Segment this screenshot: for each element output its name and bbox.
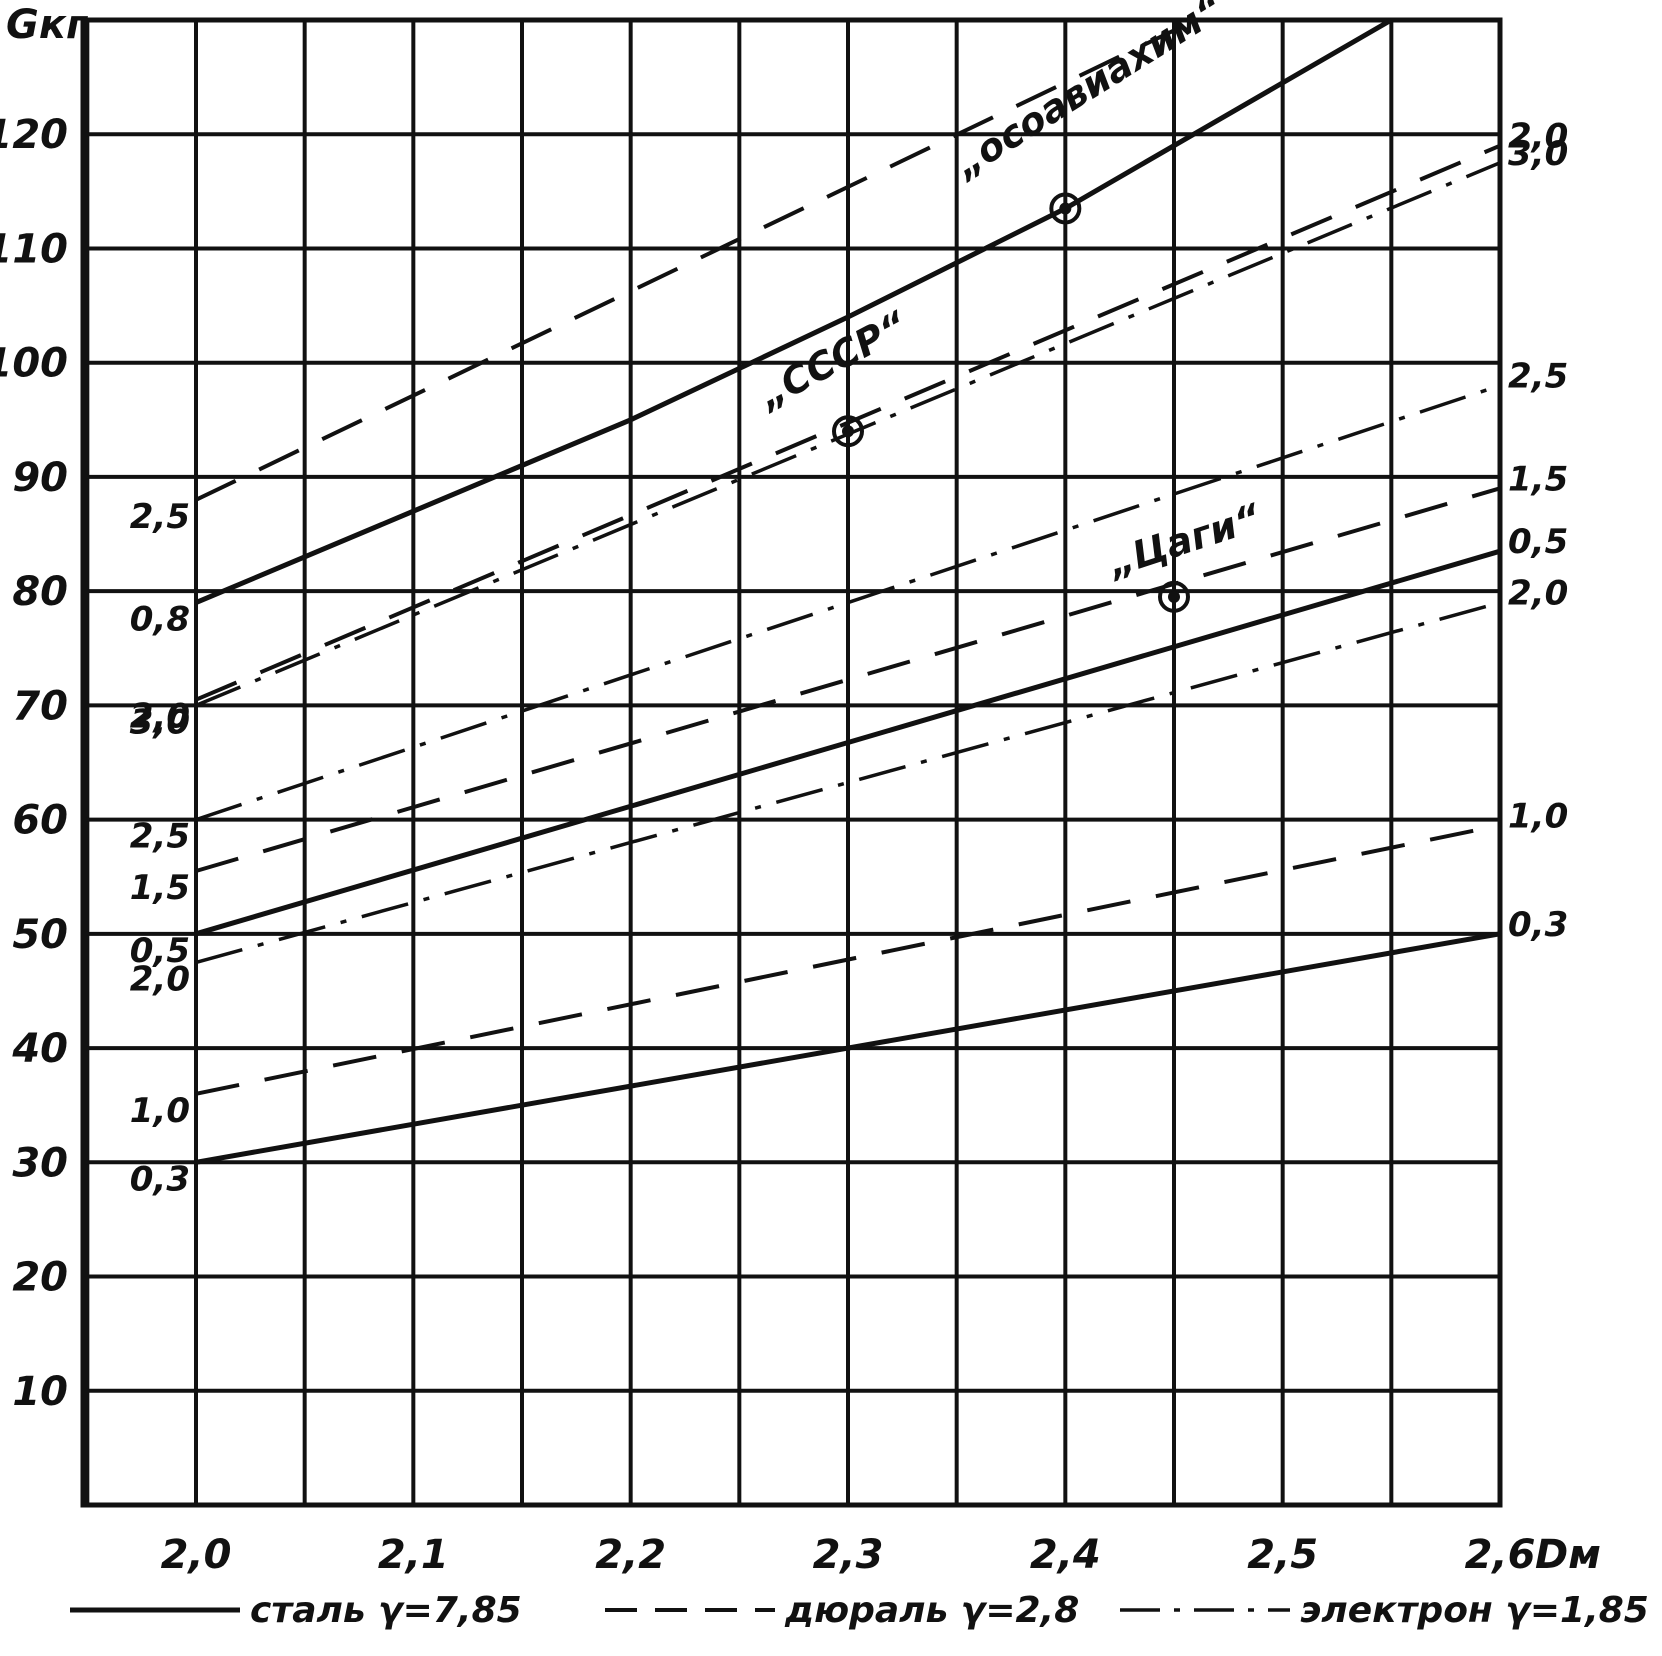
series-label-right: 3,0 bbox=[1508, 134, 1568, 174]
y-tick-label: 30 bbox=[12, 1140, 68, 1186]
annotation-marker-dot bbox=[1059, 202, 1072, 215]
y-tick-label: 20 bbox=[12, 1255, 68, 1301]
y-tick-label: 60 bbox=[12, 798, 68, 844]
x-tick-label: 2,0 bbox=[161, 1532, 232, 1578]
plot-frame bbox=[80, 17, 1503, 1508]
y-tick-label: 80 bbox=[12, 569, 68, 615]
y-axis-title: Gкг bbox=[6, 2, 88, 48]
line-end-labels: 2,50,82,02,03,03,02,52,51,51,50,50,52,02… bbox=[130, 117, 1568, 1200]
x-tick-label: 2,6 bbox=[1465, 1532, 1536, 1578]
series-label-left: 0,8 bbox=[130, 600, 190, 640]
series-label-right: 2,0 bbox=[1508, 117, 1568, 157]
x-tick-label: 2,4 bbox=[1030, 1532, 1101, 1578]
annotation-marker bbox=[1158, 580, 1190, 613]
series-label-left: 2,5 bbox=[130, 817, 190, 857]
series-label-right: 1,5 bbox=[1508, 459, 1568, 499]
y-tick-label: 120 bbox=[0, 112, 68, 158]
annotation-label: „СССР“ bbox=[750, 303, 915, 418]
legend-label-dural: дюраль γ=2,8 bbox=[784, 1590, 1079, 1631]
series-line-dural bbox=[195, 823, 1501, 1096]
y-tick-label: 70 bbox=[12, 683, 68, 729]
series-line-steel bbox=[195, 548, 1501, 937]
legend-label-electron: электрон γ=1,85 bbox=[1300, 1590, 1649, 1631]
y-tick-label: 40 bbox=[11, 1026, 68, 1072]
annotation-marker bbox=[832, 415, 864, 448]
y-tick-label: 90 bbox=[12, 455, 68, 501]
series-label-left: 2,5 bbox=[130, 497, 190, 537]
series-line-dural bbox=[195, 18, 1197, 502]
series-line-steel bbox=[195, 17, 1393, 605]
annotation-label: „осоавиахим“ bbox=[945, 0, 1232, 187]
series-label-right: 2,0 bbox=[1508, 574, 1568, 614]
x-tick-label: 2,3 bbox=[813, 1532, 884, 1578]
legend: сталь γ=7,85 дюраль γ=2,8 электрон γ=1,85 bbox=[70, 1590, 1649, 1631]
series-label-right: 2,5 bbox=[1508, 357, 1568, 397]
series-label-left: 1,5 bbox=[130, 868, 190, 908]
series-label-left: 2,0 bbox=[130, 959, 190, 999]
series-label-left: 2,0 bbox=[130, 697, 190, 737]
series-label-right: 0,3 bbox=[1508, 905, 1568, 945]
annotation-marker bbox=[1049, 192, 1082, 225]
y-tick-label: 100 bbox=[0, 341, 68, 387]
series-line-electron bbox=[195, 383, 1501, 822]
annotation-marker-dot bbox=[842, 425, 854, 438]
grid bbox=[83, 20, 1502, 1505]
x-tick-label: 2,1 bbox=[378, 1532, 449, 1578]
y-tick-label: 10 bbox=[12, 1369, 68, 1415]
series-label-right: 0,5 bbox=[1508, 522, 1568, 562]
axis-labels: 10 20 30 40 50 60 70 80 90 100 110 120 Gкг 2,0 2,1 2,2 2… bbox=[0, 2, 1601, 1578]
series-label-right: 1,0 bbox=[1508, 796, 1568, 836]
x-axis-title: Dм bbox=[1535, 1532, 1601, 1578]
series-line-dural bbox=[195, 486, 1501, 873]
series-line-electron bbox=[195, 600, 1501, 965]
series-label-left: 3,0 bbox=[130, 702, 190, 742]
series-label-left: 0,3 bbox=[130, 1159, 190, 1199]
x-tick-label: 2,5 bbox=[1247, 1532, 1318, 1578]
series-line-dural bbox=[195, 143, 1501, 702]
series-label-left: 0,5 bbox=[130, 931, 190, 971]
y-tick-label: 110 bbox=[0, 226, 68, 272]
legend-label-steel: сталь γ=7,85 bbox=[250, 1590, 522, 1631]
x-tick-label: 2,2 bbox=[595, 1532, 666, 1578]
annotation-marker-dot bbox=[1168, 590, 1180, 603]
series-line-steel bbox=[195, 931, 1501, 1165]
y-tick-label: 50 bbox=[12, 912, 68, 958]
plot-border bbox=[80, 17, 1503, 1508]
series-label-left: 1,0 bbox=[130, 1091, 190, 1131]
annotation-points: „осоавиахим“„СССР“„Цаги“ bbox=[750, 0, 1266, 613]
